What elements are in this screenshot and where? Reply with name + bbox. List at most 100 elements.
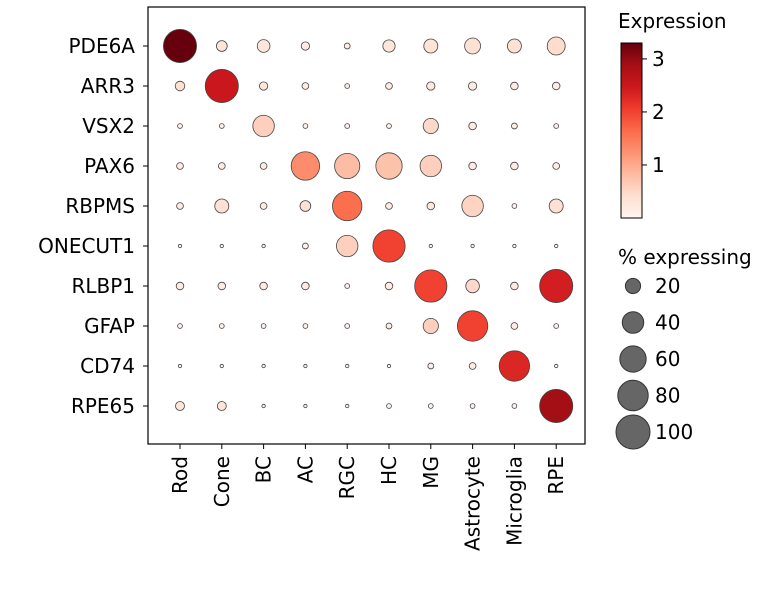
size-legend-items: 20 40 60 80 100 [615,274,693,450]
dot-rlbp1-hc [384,281,394,291]
cell-type-label: AC [293,456,317,483]
gene-label: ARR3 [81,74,135,98]
dot-onecut1-bc [261,243,266,249]
dot-pax6-rod [176,162,184,170]
gene-label: PAX6 [84,154,135,178]
dot-pde6a-rpe [546,36,566,56]
dot-gfap-rpe [553,323,559,329]
dot-rbpms-rpe [548,198,564,214]
dot-pax6-rpe [552,162,560,170]
dot-arr3-hc [385,82,393,90]
dot-rbpms-microglia [511,203,518,209]
dots-layer [163,29,574,423]
dot-cd74-microglia [498,350,531,382]
dot-arr3-mg [426,81,436,91]
dot-pde6a-astrocyte [464,37,481,55]
colorbar-tick-label: 2 [652,100,665,124]
dot-rlbp1-astrocyte [465,278,480,294]
cell-type-label: HC [377,456,401,485]
dot-arr3-rod [174,80,186,92]
cell-type-label: Rod [168,456,192,494]
gene-label: RPE65 [71,394,135,418]
dot-arr3-rgc [344,83,351,89]
gene-label: RBPMS [65,194,135,218]
dot-gfap-mg [422,317,439,334]
dot-pax6-rgc [334,152,361,180]
dot-vsx2-cone [219,123,225,129]
dot-onecut1-cone [219,243,224,249]
dot-rbpms-rod [176,202,184,210]
dot-cd74-cone [219,363,224,369]
dot-cd74-astrocyte [468,362,477,370]
dot-gfap-bc [260,323,267,329]
dot-rbpms-bc [259,202,268,210]
dot-arr3-ac [301,82,310,90]
dot-rbpms-cone [214,198,230,214]
size-legend-dot [615,414,651,450]
dot-pax6-mg [419,154,442,178]
gene-label: PDE6A [68,34,135,58]
size-legend-dot [624,277,642,295]
dot-arr3-cone [204,69,239,103]
dot-rlbp1-microglia [510,281,519,291]
dot-pde6a-rgc [343,42,351,50]
dot-pde6a-ac [300,41,310,51]
colorbar: Expression 1 2 3 [618,9,727,219]
dot-vsx2-rod [177,123,183,129]
size-legend: % expressing 20 40 60 80 100 [615,245,752,450]
dot-rlbp1-cone [217,281,226,291]
dot-gfap-rod [177,323,183,329]
dot-vsx2-mg [422,118,439,135]
dot-rpe65-hc [386,403,392,409]
dot-rpe65-rpe [539,389,574,423]
cell-type-axis-labels: Rod Cone BC AC RGC HC MG Astrocyte Microglia RPE [168,444,568,551]
dot-onecut1-ac [302,242,309,250]
cell-type-label: RPE [544,456,568,495]
dot-rlbp1-ac [301,281,310,291]
size-legend-label: 20 [655,274,680,298]
dot-gfap-cone [219,323,225,329]
dot-onecut1-mg [428,243,433,249]
dot-pax6-microglia [510,161,519,171]
dot-rpe65-astrocyte [469,403,476,409]
dot-vsx2-ac [302,123,309,129]
dot-gfap-astrocyte [456,310,489,342]
dot-gfap-ac [302,323,309,329]
dot-pde6a-bc [256,39,271,53]
gene-label: GFAP [84,314,135,338]
dot-cd74-bc [261,363,266,369]
dot-pax6-astrocyte [468,161,477,171]
dot-vsx2-rpe [553,123,559,129]
size-legend-label: 60 [655,347,680,371]
dot-pde6a-mg [423,38,439,54]
dot-rbpms-rgc [332,190,363,222]
dot-vsx2-astrocyte [468,121,477,131]
dot-onecut1-rpe [554,243,559,249]
dot-gfap-microglia [510,322,519,330]
dot-arr3-microglia [510,81,519,91]
dot-rpe65-cone [216,401,227,411]
colorbar-tick-label: 3 [652,47,665,71]
cell-type-label: Cone [210,456,234,507]
gene-label: RLBP1 [71,274,135,298]
dot-rlbp1-rpe [539,269,574,303]
dot-onecut1-rod [177,243,183,249]
dot-rpe65-ac [303,403,308,409]
dot-vsx2-hc [386,123,392,129]
size-legend-label: 40 [655,311,680,335]
dot-arr3-rpe [552,81,561,91]
dot-cd74-hc [386,363,392,369]
size-legend-dot [617,379,649,412]
dot-rlbp1-rgc [344,283,351,289]
cell-type-label: RGC [335,456,359,499]
dot-rlbp1-rod [175,281,185,291]
cell-type-label: MG [419,456,443,489]
dot-cd74-mg [427,362,435,370]
gene-axis-labels: PDE6A ARR3 VSX2 PAX6 RBPMS ONECUT1 RLBP1 GFAP CD… [38,34,148,418]
cell-type-label: Microglia [502,456,526,546]
dot-pde6a-cone [216,40,228,52]
dot-rpe65-bc [261,403,266,409]
dot-rpe65-rgc [345,403,350,409]
colorbar-title: Expression [618,9,727,33]
